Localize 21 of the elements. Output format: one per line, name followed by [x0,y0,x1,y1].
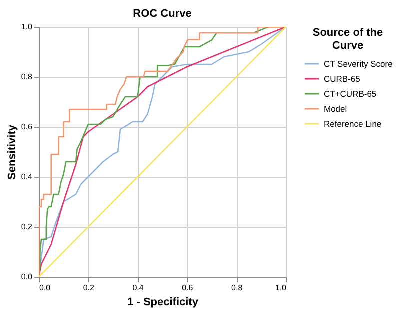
x-axis-title: 1 - Specificity [128,296,200,308]
x-tick-label: 0.4 [132,284,144,292]
legend-label: CT Severity Score [324,59,394,69]
y-tick-label: 0.6 [21,122,34,132]
chart-title: ROC Curve [133,8,192,20]
legend-title: Source of the Curve [312,27,384,52]
legend-label: Model [324,104,348,114]
x-tick-label: 0.8 [232,284,244,292]
y-tick-label: 1.0 [21,22,34,32]
y-axis-title: Sensitivity [6,124,18,180]
legend-label: Reference Line [324,119,382,129]
legend-label: CT+CURB-65 [324,89,377,99]
y-tick-label: 0.0 [21,272,34,282]
legend-label: CURB-65 [324,74,361,84]
y-tick-label: 0.4 [21,172,34,182]
x-tick-label: 0.2 [83,284,96,292]
x-tick-label: 0.6 [182,284,194,292]
y-tick-label: 0.2 [21,222,34,232]
x-tick-label: 1.0 [275,284,288,292]
y-tick-label: 0.8 [21,72,34,82]
x-tick-label: 0.0 [40,284,52,292]
